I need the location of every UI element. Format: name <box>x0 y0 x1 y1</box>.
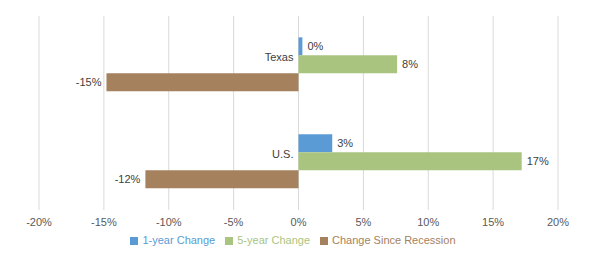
svg-text:5%: 5% <box>355 216 371 228</box>
svg-text:-15%: -15% <box>76 76 102 88</box>
svg-text:20%: 20% <box>547 216 569 228</box>
svg-text:-12%: -12% <box>115 173 141 185</box>
svg-text:Texas: Texas <box>265 51 294 63</box>
svg-text:-10%: -10% <box>156 216 182 228</box>
html-text:5-year Change: 5-year Change <box>237 234 310 246</box>
svg-text:15%: 15% <box>482 216 504 228</box>
svg-text:-20%: -20% <box>26 216 52 228</box>
svg-text:17%: 17% <box>527 155 549 167</box>
svg-text:-5%: -5% <box>224 216 244 228</box>
html-text:1-year Change: 1-year Change <box>142 234 216 246</box>
html-text:Change Since Recession: Change Since Recession <box>332 234 456 246</box>
svg-text:-15%: -15% <box>91 216 117 228</box>
svg-text:8%: 8% <box>402 58 418 70</box>
svg-text:U.S.: U.S. <box>272 148 293 160</box>
svg-text:10%: 10% <box>417 216 439 228</box>
svg-text:0%: 0% <box>307 40 323 52</box>
svg-text:3%: 3% <box>337 137 353 149</box>
svg-text:0%: 0% <box>291 216 307 228</box>
